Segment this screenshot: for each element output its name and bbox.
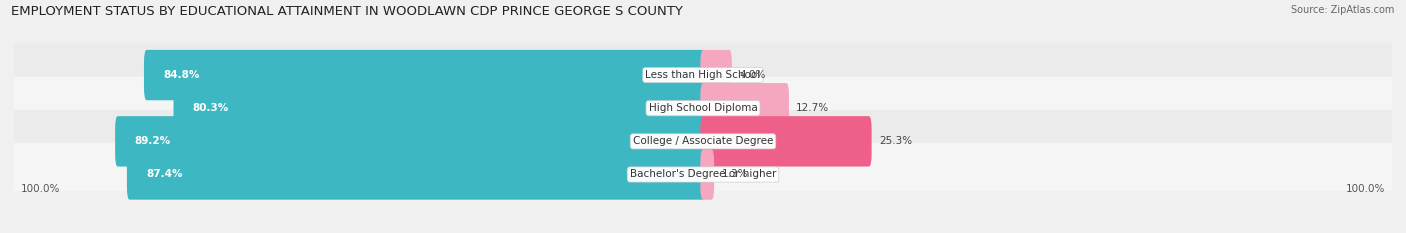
FancyBboxPatch shape	[700, 83, 789, 134]
Text: 1.3%: 1.3%	[721, 169, 748, 179]
Text: 4.0%: 4.0%	[740, 70, 765, 80]
FancyBboxPatch shape	[700, 149, 714, 200]
Text: 87.4%: 87.4%	[146, 169, 183, 179]
FancyBboxPatch shape	[11, 110, 1395, 173]
Text: 84.8%: 84.8%	[163, 70, 200, 80]
Text: 12.7%: 12.7%	[796, 103, 830, 113]
Text: EMPLOYMENT STATUS BY EDUCATIONAL ATTAINMENT IN WOODLAWN CDP PRINCE GEORGE S COUN: EMPLOYMENT STATUS BY EDUCATIONAL ATTAINM…	[11, 5, 683, 18]
FancyBboxPatch shape	[11, 44, 1395, 106]
FancyBboxPatch shape	[11, 143, 1395, 206]
Text: Less than High School: Less than High School	[645, 70, 761, 80]
FancyBboxPatch shape	[11, 77, 1395, 140]
Text: Bachelor's Degree or higher: Bachelor's Degree or higher	[630, 169, 776, 179]
Text: 25.3%: 25.3%	[879, 136, 912, 146]
FancyBboxPatch shape	[115, 116, 706, 167]
Text: 89.2%: 89.2%	[134, 136, 170, 146]
Text: 80.3%: 80.3%	[193, 103, 229, 113]
FancyBboxPatch shape	[143, 50, 706, 100]
FancyBboxPatch shape	[127, 149, 706, 200]
Text: 100.0%: 100.0%	[21, 184, 60, 194]
Text: 100.0%: 100.0%	[1346, 184, 1385, 194]
FancyBboxPatch shape	[700, 50, 733, 100]
FancyBboxPatch shape	[700, 116, 872, 167]
FancyBboxPatch shape	[173, 83, 706, 134]
Text: Source: ZipAtlas.com: Source: ZipAtlas.com	[1291, 5, 1395, 15]
Text: High School Diploma: High School Diploma	[648, 103, 758, 113]
Text: College / Associate Degree: College / Associate Degree	[633, 136, 773, 146]
